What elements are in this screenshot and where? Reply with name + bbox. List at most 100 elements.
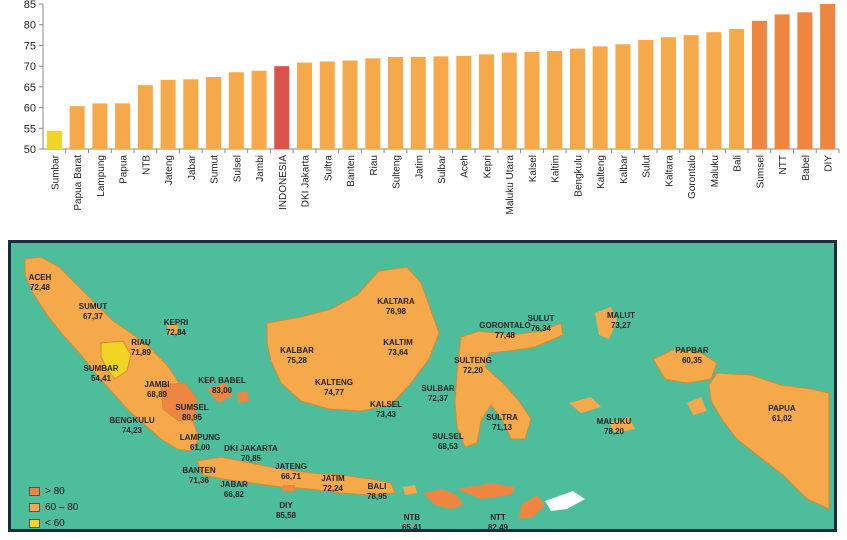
x-tick-label: Kepri <box>482 155 493 178</box>
province-label: LAMPUNG 61,00 <box>179 433 221 452</box>
province-label: KEP. BABEL 83,00 <box>198 376 246 395</box>
x-tick-label: Papua <box>119 155 130 184</box>
province-label: PAPBAR 60,35 <box>675 346 709 365</box>
maluku-islands-2 <box>609 417 635 433</box>
x-tick-label: Kalbar <box>619 154 630 184</box>
province-label: NTB 65,41 <box>401 513 423 532</box>
x-tick-label: Sumbar <box>50 154 61 190</box>
bar <box>592 46 608 150</box>
bar <box>160 79 176 149</box>
bar <box>501 52 517 149</box>
papua-region <box>708 372 830 510</box>
bar <box>410 56 426 150</box>
province-label: MALUKU 78,20 <box>596 417 632 436</box>
indonesia-map: ACEH 72,48 SUMUT 67,37 KEPRI 72,84 RIAU 71,8… <box>8 240 837 532</box>
x-tick-label: Sulteng <box>392 155 403 189</box>
bar <box>706 32 722 149</box>
y-tick-label: 55 <box>24 123 36 135</box>
province-label: SULBAR 72,37 <box>421 384 455 403</box>
maluku-islands-3 <box>687 397 707 415</box>
bar-chart: 50 55 60 65 70 75 80 85 Sumbar Papua Barat Lampung… <box>24 0 840 215</box>
x-tick-label: Jateng <box>164 155 175 185</box>
province-label: JATENG 66,71 <box>275 462 307 481</box>
province-label: GORONTALO 77,48 <box>479 321 531 340</box>
province-label: MALUT 73,27 <box>607 311 635 330</box>
legend-item-mid: 60 – 80 <box>29 502 78 513</box>
x-tick-label: Riau <box>369 155 380 176</box>
bar <box>297 62 313 149</box>
bar <box>797 12 813 149</box>
y-tick-label: 65 <box>24 82 36 94</box>
x-tick-label: Sultra <box>323 155 334 182</box>
bar <box>820 4 836 149</box>
province-label: SULUT 76,34 <box>527 314 555 333</box>
bar <box>729 29 745 149</box>
x-tick-label: Kalsel <box>528 155 539 182</box>
x-tick-label: Maluku Utara <box>505 155 516 215</box>
bar <box>456 55 472 149</box>
x-tick-label: Kaltara <box>664 155 675 187</box>
x-tick-label: DIY <box>824 155 835 172</box>
province-label: NTT 82,49 <box>487 513 509 532</box>
malut-islands <box>595 307 617 339</box>
legend-swatch-mid <box>29 503 40 512</box>
kalimantan-island <box>266 266 440 412</box>
legend-item-low: < 60 <box>29 518 65 529</box>
bar <box>137 85 153 149</box>
x-tick-label: Kalteng <box>596 155 607 189</box>
ntt-islands-2 <box>519 495 545 519</box>
x-tick-label: INDONESIA <box>278 155 289 210</box>
x-tick-label: Sulut <box>642 155 653 178</box>
province-label: BANTEN 71,36 <box>182 466 216 485</box>
bar <box>478 54 494 149</box>
diy-region <box>283 485 295 491</box>
legend-swatch-low <box>29 519 40 528</box>
y-tick-label: 70 <box>24 61 36 73</box>
bar <box>388 57 404 149</box>
x-tick-label: Jambi <box>255 155 266 182</box>
x-tick-label: Babel <box>801 155 812 181</box>
ntt-islands <box>457 483 515 499</box>
x-tick-label: NTB <box>141 155 152 175</box>
bar <box>228 72 244 149</box>
province-label: BENGKULU 74,23 <box>109 416 155 435</box>
province-label: SUMUT 67,37 <box>78 302 108 321</box>
java-island <box>196 456 396 496</box>
province-label: KALBAR 75,28 <box>280 346 314 365</box>
bar <box>751 20 767 150</box>
bar <box>660 37 676 149</box>
province-label: KALTIM 73,64 <box>383 338 413 357</box>
x-tick-label: Sulbar <box>437 154 448 184</box>
babel-island-2 <box>237 391 249 403</box>
bar <box>615 44 631 149</box>
x-tick-label: Bengkulu <box>573 155 584 197</box>
province-label: JAMBI 68,89 <box>144 380 170 399</box>
x-tick-label: Bali <box>733 155 744 172</box>
province-label: JABAR 66,82 <box>220 480 248 499</box>
x-tick-label: Sumut <box>210 155 221 184</box>
x-tick-label: Banten <box>346 155 357 187</box>
x-tick-label: Sulsel <box>232 155 243 182</box>
ntb-islands <box>423 489 463 509</box>
bar <box>365 58 381 149</box>
bar <box>569 48 585 149</box>
y-tick-label: 50 <box>24 144 36 156</box>
province-label: KEPRI 72,84 <box>163 318 189 337</box>
x-tick-label: Kaltim <box>551 155 562 183</box>
kepri-islands <box>167 323 179 335</box>
timor-leste <box>545 491 585 511</box>
bar <box>433 56 449 149</box>
map-panel: ACEH 72,48 SUMUT 67,37 KEPRI 72,84 RIAU 71,8… <box>0 227 847 540</box>
legend-swatch-high <box>29 487 40 496</box>
province-label: KALSEL 73,43 <box>370 400 402 419</box>
bar <box>251 70 267 149</box>
x-tick-label: NTT <box>778 155 789 174</box>
province-label: DKI JAKARTA 70,85 <box>224 444 278 463</box>
bar <box>46 130 62 149</box>
bar <box>774 14 790 149</box>
bar <box>206 77 222 149</box>
x-tick-label: Aceh <box>460 155 471 178</box>
x-tick-label: Papua Barat <box>73 155 84 211</box>
legend-item-high: > 80 <box>29 486 65 497</box>
x-tick-label: Maluku <box>710 155 721 187</box>
